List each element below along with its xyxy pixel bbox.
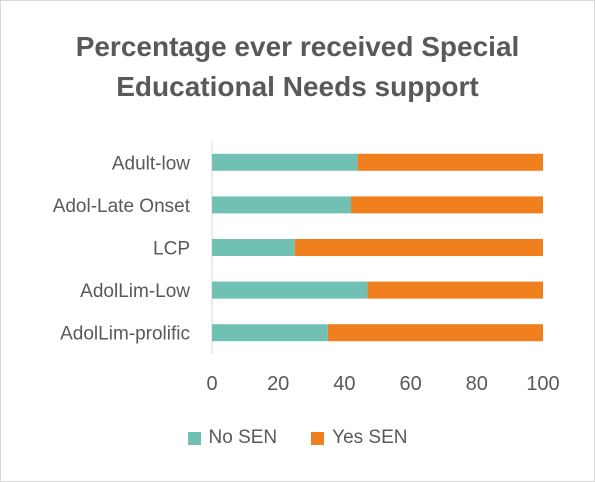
x-tick-label: 80 [466,373,488,395]
legend-label-no-sen: No SEN [208,427,278,448]
y-category-label: LCP [153,239,190,260]
bar-segment-no-sen [212,324,328,342]
y-category-label: AdolLim-Low [80,281,190,302]
y-category-label: Adol-Late Onset [53,196,191,217]
x-tick-label: 60 [399,373,421,395]
chart-title: Percentage ever received Special Educati… [1,27,594,107]
legend-label-yes-sen: Yes SEN [332,427,408,448]
bar-segment-yes-sen [357,153,543,171]
legend-swatch-yes-sen [311,431,325,445]
bar-chart-plot: 0 20 40 60 80 100 Adult-low Adol-Late Onset LCP A… [53,141,560,395]
y-category-label: AdolLim-prolific [60,324,190,345]
legend-swatch-no-sen [187,431,201,445]
chart-legend: No SEN Yes SEN [1,427,594,449]
bar-segment-no-sen [212,196,352,214]
legend-item-yes-sen: Yes SEN [311,427,407,449]
bar-segment-no-sen [212,281,368,299]
chart-title-line-2: Educational Needs support [116,71,479,102]
legend-item-no-sen: No SEN [187,427,278,449]
bar-segment-no-sen [212,153,358,171]
chart-title-line-1: Percentage ever received Special [75,31,520,62]
x-tick-label: 40 [333,373,355,395]
bar-segment-no-sen [212,239,295,256]
bar-segment-yes-sen [327,324,543,342]
bar-segment-yes-sen [294,239,543,256]
bar-segment-yes-sen [351,196,543,214]
x-tick-label: 0 [206,373,217,395]
x-tick-label: 20 [267,373,289,395]
y-category-label: Adult-low [112,153,190,174]
bar-segment-yes-sen [367,281,543,299]
x-tick-label: 100 [526,373,559,395]
